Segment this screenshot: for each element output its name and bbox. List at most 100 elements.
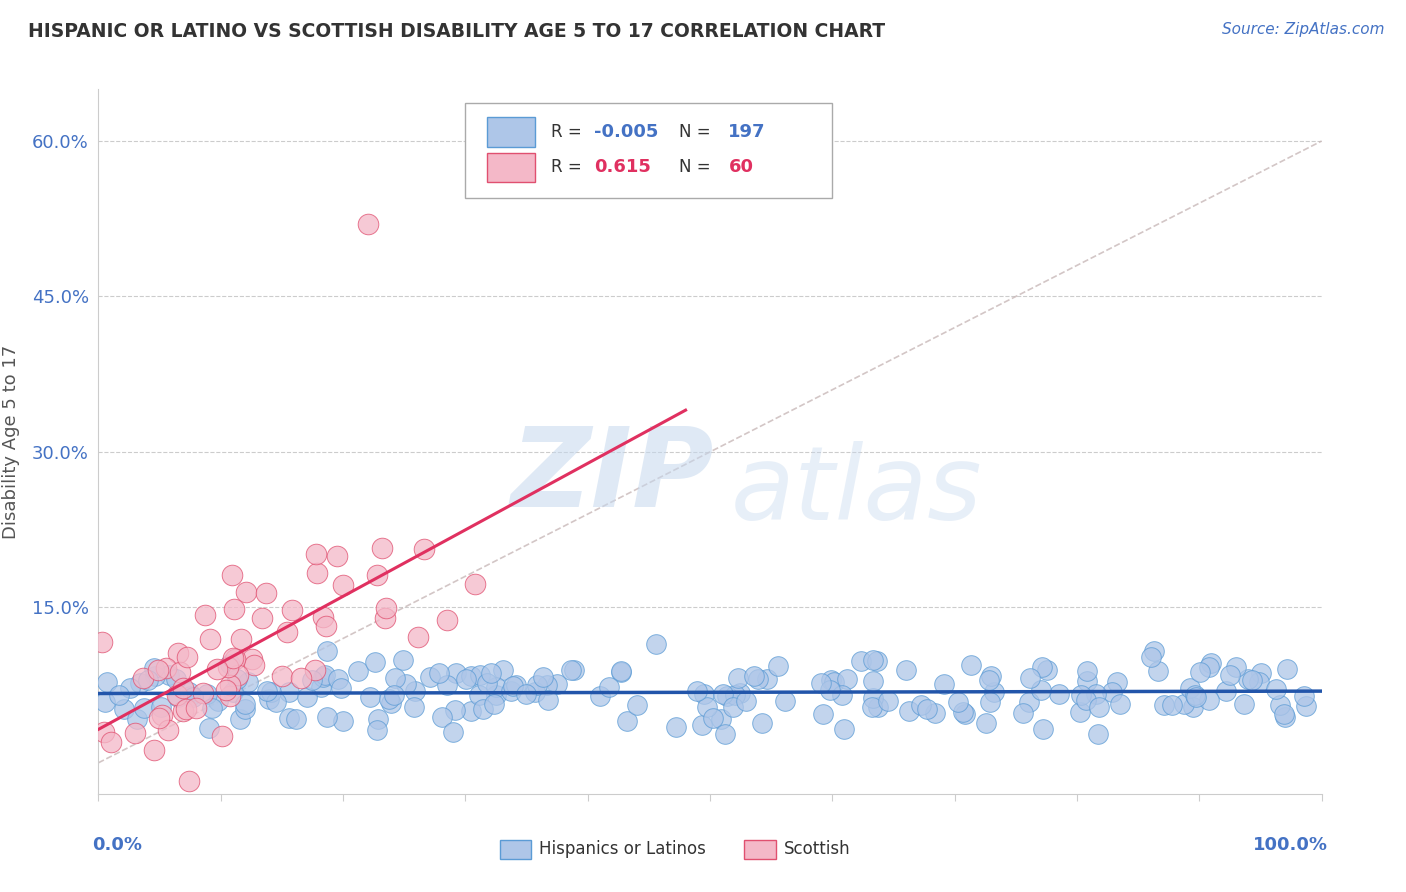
Point [702,711,724,725]
Point [730,686,752,700]
Point [226,668,249,682]
Point [172,704,194,718]
Point [311,610,333,624]
Point [94,695,117,709]
Point [200,632,222,646]
Point [1294,689,1316,703]
Point [284,712,307,726]
Point [278,710,301,724]
Point [179,774,201,789]
Point [207,694,229,708]
Text: R =: R = [551,159,588,177]
Point [392,653,415,667]
Point [375,600,398,615]
Point [254,586,277,600]
Point [835,672,858,686]
Point [301,673,323,687]
Point [1084,688,1107,702]
Point [849,654,872,668]
Point [464,577,486,591]
Text: ZIP: ZIP [510,424,714,530]
Point [1101,684,1123,698]
Point [402,700,425,714]
Point [485,688,508,702]
Point [862,691,884,706]
Point [221,568,243,582]
Point [477,676,499,690]
Point [735,694,758,708]
Point [395,677,418,691]
Point [347,665,370,679]
Point [721,700,744,714]
Text: 100.0%: 100.0% [1253,836,1327,855]
Point [240,652,263,666]
Point [167,646,190,660]
Point [222,685,245,699]
Point [330,681,353,696]
Text: -0.005: -0.005 [593,123,658,141]
Point [150,700,173,714]
Point [132,671,155,685]
Point [1250,666,1272,681]
FancyBboxPatch shape [499,840,531,859]
Point [811,706,834,721]
Point [709,712,731,726]
Point [1069,705,1091,719]
Point [1035,663,1057,677]
Point [1274,710,1296,724]
Point [1070,688,1092,702]
Point [124,726,146,740]
Point [1019,671,1042,685]
Text: R =: R = [551,123,588,141]
Point [953,706,976,721]
Point [314,668,336,682]
Point [181,690,204,704]
Point [295,690,318,705]
Point [312,670,335,684]
Point [665,719,688,733]
Point [468,688,491,702]
Text: Source: ZipAtlas.com: Source: ZipAtlas.com [1222,22,1385,37]
Point [233,697,256,711]
Point [832,722,855,736]
Point [1047,687,1070,701]
Point [485,680,508,694]
Point [107,688,129,702]
Text: Hispanics or Latinos: Hispanics or Latinos [538,840,706,858]
FancyBboxPatch shape [465,103,832,198]
Point [136,673,159,688]
Point [468,668,491,682]
Point [616,714,638,728]
Point [823,674,845,689]
Point [910,698,932,713]
Point [229,632,252,646]
Point [1274,707,1296,722]
Point [589,689,612,703]
Point [436,678,458,692]
Point [820,673,842,687]
Point [315,619,337,633]
Point [531,670,554,684]
Point [384,671,406,685]
Point [382,688,405,702]
Point [1173,698,1195,712]
Point [1218,667,1240,681]
Point [546,676,568,690]
Point [380,696,402,710]
Point [235,585,257,599]
Point [610,665,633,679]
Point [868,700,890,714]
Point [645,637,668,651]
Point [1076,674,1098,689]
Point [979,673,1001,687]
Text: 0.615: 0.615 [593,159,651,177]
Point [233,702,256,716]
Point [226,672,249,686]
Point [866,654,889,668]
Point [560,663,582,677]
Point [915,702,938,716]
Point [367,712,389,726]
Point [1225,660,1247,674]
Point [924,706,946,720]
Point [328,672,350,686]
